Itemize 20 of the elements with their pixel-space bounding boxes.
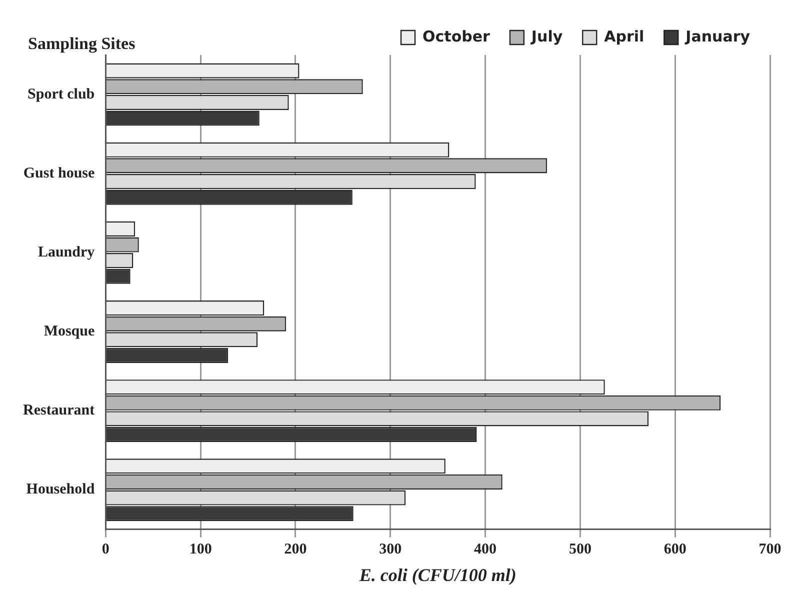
- legend-label: July: [530, 27, 563, 46]
- legend-label: April: [604, 27, 644, 46]
- legend-label: October: [422, 27, 491, 46]
- legend-label: January: [684, 27, 750, 46]
- x-tick-label: 500: [568, 541, 592, 558]
- x-tick-label: 700: [758, 541, 782, 558]
- y-tick-label: Sport club: [28, 86, 95, 102]
- x-tick-label: 200: [284, 541, 307, 558]
- y-axis-title: Sampling Sites: [28, 34, 136, 54]
- y-tick-label: Mosque: [44, 324, 95, 340]
- x-tick-label: 300: [379, 541, 402, 558]
- y-tick-label: Gust house: [23, 165, 95, 182]
- x-tick-label: 0: [102, 541, 110, 558]
- y-tick-label: Household: [26, 482, 96, 498]
- x-tick-label: 400: [474, 541, 497, 558]
- x-axis-title: E. coli (CFU/100 ml): [358, 564, 516, 585]
- x-tick-label: 600: [664, 541, 686, 558]
- y-tick-label: Laundry: [38, 244, 96, 261]
- y-tick-label: Restaurant: [22, 402, 95, 419]
- x-tick-label: 100: [189, 541, 212, 558]
